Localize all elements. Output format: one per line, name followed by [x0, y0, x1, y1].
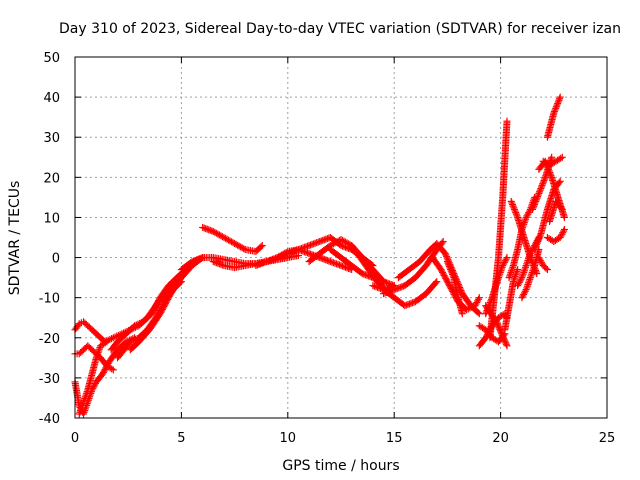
data-points: [71, 93, 568, 418]
series-arc26: [482, 302, 511, 350]
series-arc4: [75, 338, 111, 418]
series-arc30: [514, 234, 543, 290]
series-arc35: [539, 153, 566, 169]
y-tick-label: 30: [43, 131, 60, 146]
y-tick-label: -20: [39, 332, 60, 347]
series-arc31: [518, 246, 543, 302]
series-arc17: [369, 278, 441, 310]
series-arc10: [199, 223, 266, 256]
series-arc38: [543, 225, 568, 246]
x-tick-label: 20: [492, 431, 509, 446]
y-tick-label: 10: [43, 211, 60, 226]
series-arc21: [443, 258, 466, 318]
y-tick-label: -40: [39, 412, 60, 427]
series-arc25: [482, 254, 511, 318]
x-tick-label: 0: [71, 431, 79, 446]
y-tick-label: -10: [39, 292, 60, 307]
x-tick-label: 5: [177, 431, 185, 446]
series-arc29: [507, 197, 541, 278]
series-arc37: [546, 197, 566, 225]
x-tick-label: 10: [280, 431, 297, 446]
series-arc27: [501, 266, 522, 334]
x-tick-label: 25: [599, 431, 616, 446]
y-tick-label: 20: [43, 171, 60, 186]
plot-frame: [74, 56, 608, 419]
series-arc18: [380, 238, 447, 298]
series-arc36: [543, 93, 564, 141]
y-axis-label: SDTVAR / TECUs: [7, 181, 23, 296]
chart-title: Day 310 of 2023, Sidereal Day-to-day VTE…: [59, 21, 621, 37]
y-tick-label: 40: [43, 91, 60, 106]
series-arc8: [126, 254, 207, 354]
series-arc39: [535, 254, 551, 274]
y-tick-label: -30: [39, 372, 60, 387]
series-arc20: [429, 254, 483, 314]
x-axis-label: GPS time / hours: [282, 458, 399, 474]
y-tick-label: 0: [52, 252, 60, 267]
x-tick-label: 15: [386, 431, 403, 446]
series-arc24: [486, 117, 511, 342]
y-tick-label: 50: [43, 51, 60, 66]
